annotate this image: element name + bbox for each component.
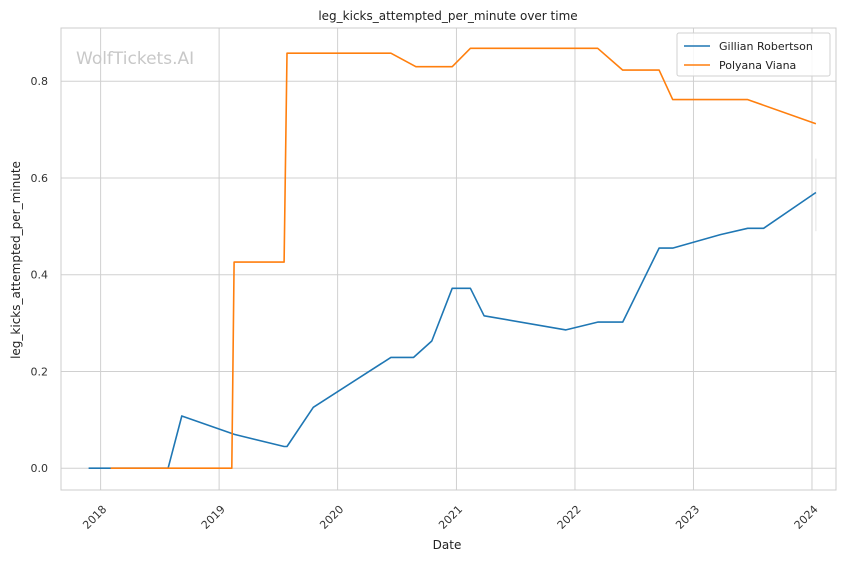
watermark: WolfTickets.AI — [76, 49, 194, 69]
x-tick-label: 2023 — [673, 503, 702, 532]
x-tick-label: 2019 — [199, 503, 228, 532]
grid-lines — [61, 28, 836, 490]
y-axis-label: leg_kicks_attempted_per_minute — [9, 161, 23, 359]
series-line-polyana-viana — [110, 47, 817, 470]
x-tick-label: 2018 — [80, 503, 109, 532]
x-axis-label: Date — [433, 538, 462, 552]
x-tick-label: 2020 — [317, 503, 346, 532]
legend-label-polyana: Polyana Viana — [719, 59, 796, 72]
y-tick-label: 0.8 — [31, 75, 49, 88]
series-layer — [88, 47, 817, 470]
y-tick-label: 0.4 — [31, 269, 49, 282]
x-tick-label: 2024 — [792, 503, 821, 532]
legend-label-gillian: Gillian Robertson — [719, 40, 813, 53]
y-tick-label: 0.6 — [31, 172, 49, 185]
y-tick-label: 0.0 — [31, 462, 49, 475]
chart-title: leg_kicks_attempted_per_minute over time — [318, 9, 577, 23]
x-tick-label: 2021 — [436, 503, 465, 532]
legend: Gillian Robertson Polyana Viana — [676, 32, 831, 77]
series-line-gillian-robertson — [88, 191, 817, 470]
y-tick-labels: 0.0 0.2 0.4 0.6 0.8 — [31, 75, 49, 475]
legend-box — [676, 32, 831, 77]
x-tick-labels: 2018 2019 2020 2021 2022 2023 2024 — [80, 503, 820, 532]
y-tick-label: 0.2 — [31, 365, 49, 378]
plot-frame — [60, 27, 837, 491]
x-tick-label: 2022 — [555, 503, 584, 532]
